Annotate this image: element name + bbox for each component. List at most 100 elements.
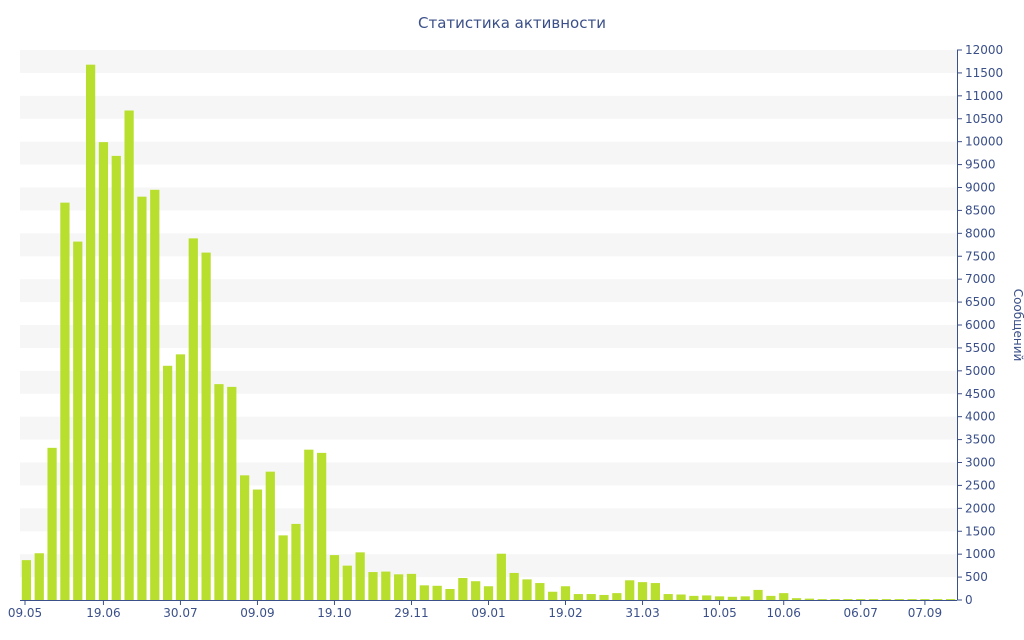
- grid-band: [20, 95, 957, 119]
- x-tick-label: 10.05: [702, 606, 736, 620]
- bar: [201, 252, 211, 601]
- bar: [676, 594, 686, 600]
- bar: [637, 582, 648, 600]
- bar: [689, 595, 699, 600]
- bar: [355, 552, 365, 600]
- bar: [509, 572, 519, 600]
- grid-band: [20, 416, 957, 440]
- bar: [329, 555, 340, 600]
- bar: [21, 560, 32, 600]
- bar: [85, 64, 96, 600]
- bar: [920, 599, 930, 600]
- y-tick-label: 10500: [965, 112, 1003, 126]
- y-tick-label: 8500: [965, 203, 996, 217]
- bar: [573, 594, 583, 600]
- y-tick-label: 3500: [965, 433, 996, 447]
- bar: [368, 572, 378, 600]
- bar: [73, 241, 83, 601]
- grid-band: [20, 325, 957, 348]
- y-tick-label: 1000: [965, 547, 996, 561]
- y-tick-label: 5000: [965, 364, 996, 378]
- bar: [856, 599, 866, 600]
- bar: [599, 594, 609, 600]
- bar: [47, 447, 57, 600]
- bar: [60, 202, 70, 600]
- bar: [98, 142, 109, 600]
- bar: [753, 589, 763, 600]
- bar: [265, 471, 275, 600]
- x-tick-label: 30.07: [163, 606, 197, 620]
- y-tick-label: 4500: [965, 387, 996, 401]
- bar: [34, 553, 44, 600]
- bar: [560, 586, 571, 600]
- bar: [804, 598, 815, 600]
- y-tick-label: 4000: [965, 410, 996, 424]
- bar: [162, 365, 173, 600]
- bar: [663, 594, 673, 600]
- bar: [625, 580, 635, 600]
- grid-band: [20, 141, 957, 165]
- bar: [548, 591, 558, 600]
- bar: [381, 571, 391, 600]
- y-tick-label: 3000: [965, 456, 996, 470]
- bar: [612, 593, 622, 600]
- bar: [740, 596, 750, 600]
- x-tick-label: 09.05: [8, 606, 42, 620]
- bar: [150, 189, 160, 600]
- grid-band: [20, 50, 957, 73]
- bar: [471, 581, 481, 600]
- bar: [868, 599, 879, 600]
- bar: [317, 452, 327, 600]
- y-tick-label: 9500: [965, 158, 996, 172]
- bar: [445, 589, 455, 600]
- bar: [702, 595, 712, 600]
- grid-band: [20, 187, 957, 211]
- bar: [227, 386, 237, 600]
- y-axis-title: Сообщений: [1011, 289, 1024, 362]
- bar: [483, 586, 494, 600]
- bar: [881, 599, 892, 600]
- bar: [406, 573, 417, 600]
- bar: [894, 599, 904, 600]
- y-tick-label: 12000: [965, 43, 1003, 57]
- y-tick-label: 500: [965, 570, 988, 584]
- y-tick-label: 7500: [965, 249, 996, 263]
- y-tick-label: 10000: [965, 135, 1003, 149]
- bar: [907, 599, 917, 600]
- bar: [650, 583, 660, 600]
- bar: [342, 565, 352, 600]
- bar: [214, 384, 224, 600]
- bar: [791, 598, 802, 600]
- x-tick-label: 19.02: [548, 606, 582, 620]
- x-tick-label: 09.09: [240, 606, 274, 620]
- grid-band: [20, 279, 957, 303]
- x-tick-label: 09.01: [471, 606, 505, 620]
- bar: [945, 599, 956, 600]
- x-tick-label: 19.06: [86, 606, 120, 620]
- bar: [111, 155, 121, 600]
- grid-band: [20, 233, 957, 257]
- y-tick-label: 6500: [965, 295, 996, 309]
- bar: [240, 475, 250, 600]
- bar: [432, 585, 442, 600]
- bar: [830, 599, 840, 600]
- y-tick-label: 2000: [965, 501, 996, 515]
- grid-band: [20, 508, 957, 532]
- chart-title: Статистика активности: [418, 14, 606, 32]
- bar: [394, 574, 404, 600]
- x-tick-label: 31.03: [625, 606, 659, 620]
- y-tick-label: 8000: [965, 226, 996, 240]
- y-tick-label: 0: [965, 593, 973, 607]
- bar: [933, 599, 943, 600]
- x-tick-label: 10.06: [767, 606, 801, 620]
- y-tick-label: 2500: [965, 478, 996, 492]
- x-tick-label: 19.10: [317, 606, 351, 620]
- bar: [291, 523, 301, 600]
- bar: [586, 594, 596, 600]
- grid-band: [20, 554, 957, 578]
- y-tick-label: 11000: [965, 89, 1003, 103]
- x-tick-label: 07.09: [908, 606, 942, 620]
- y-tick-label: 9000: [965, 181, 996, 195]
- y-tick-label: 5500: [965, 341, 996, 355]
- y-tick-label: 1500: [965, 524, 996, 538]
